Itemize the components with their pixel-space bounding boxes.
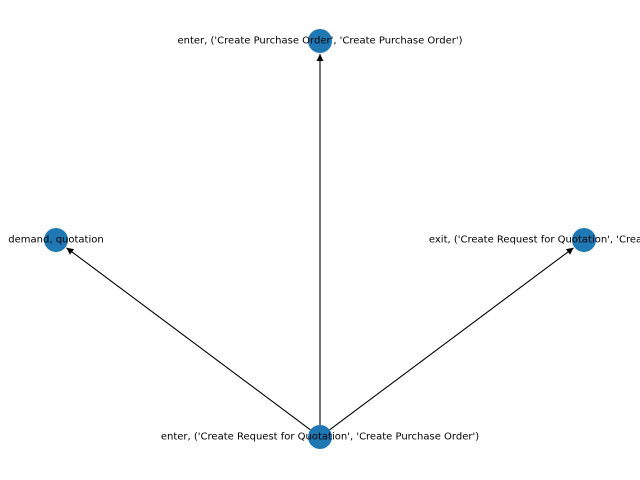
edge-n_bottom-to-n_left <box>66 247 311 431</box>
node-label-n_top: enter, ('Create Purchase Order', 'Create… <box>177 36 462 47</box>
edges-layer <box>66 54 574 431</box>
labels-layer: enter, ('Create Purchase Order', 'Create… <box>8 36 640 443</box>
node-label-n_right: exit, ('Create Request for Quotation', '… <box>429 235 640 246</box>
node-label-n_left: demand, quotation <box>8 235 103 246</box>
node-n_bottom <box>308 425 332 449</box>
node-n_top <box>308 29 332 53</box>
node-n_left <box>44 228 68 252</box>
node-n_right <box>572 228 596 252</box>
nodes-layer <box>44 29 596 449</box>
node-label-n_bottom: enter, ('Create Request for Quotation', … <box>161 432 479 443</box>
edge-n_bottom-to-n_right <box>329 247 574 431</box>
